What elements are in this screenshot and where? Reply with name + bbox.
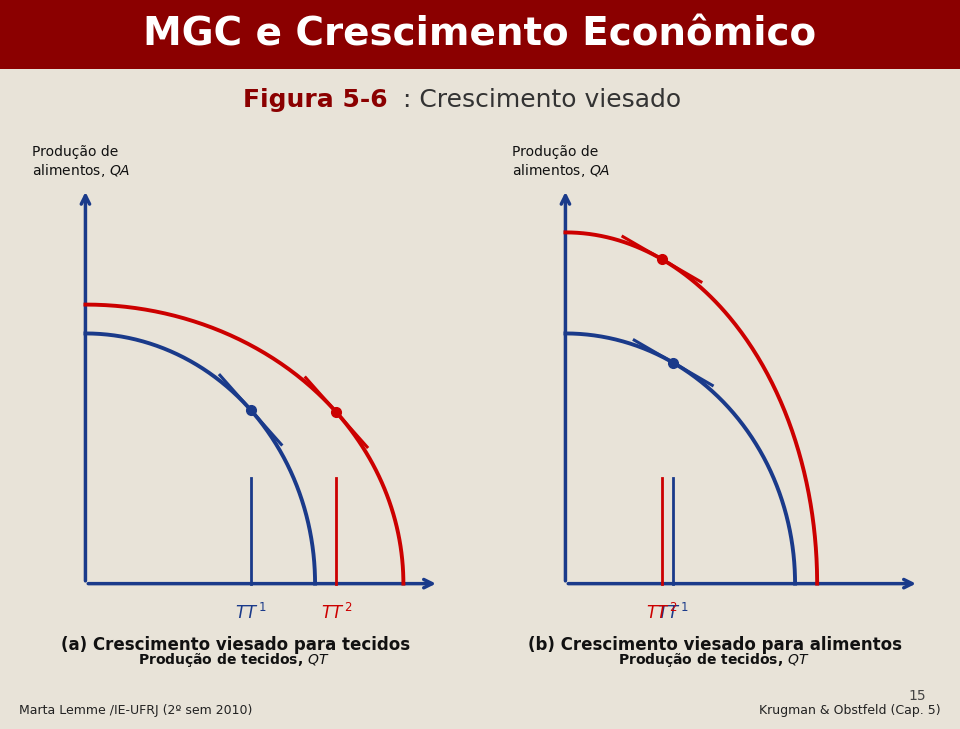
Text: $TT\,^1$: $TT\,^1$ bbox=[235, 603, 267, 623]
Text: Produção de
alimentos, $QA$: Produção de alimentos, $QA$ bbox=[513, 144, 611, 179]
Text: $TT\,^1$: $TT\,^1$ bbox=[658, 603, 689, 623]
Text: Produção de
alimentos, $QA$: Produção de alimentos, $QA$ bbox=[33, 144, 131, 179]
Text: (b) Crescimento viesado para alimentos: (b) Crescimento viesado para alimentos bbox=[528, 636, 902, 654]
Text: $TT\,^2$: $TT\,^2$ bbox=[321, 603, 352, 623]
Text: Marta Lemme /IE-UFRJ (2º sem 2010): Marta Lemme /IE-UFRJ (2º sem 2010) bbox=[19, 704, 252, 717]
Text: MGC e Crescimento Econômico: MGC e Crescimento Econômico bbox=[143, 15, 817, 54]
Text: : Crescimento viesado: : Crescimento viesado bbox=[403, 88, 682, 112]
Text: Produção de tecidos, $QT$: Produção de tecidos, $QT$ bbox=[618, 651, 809, 669]
Text: (a) Crescimento viesado para tecidos: (a) Crescimento viesado para tecidos bbox=[60, 636, 410, 654]
Text: Krugman & Obstfeld (Cap. 5): Krugman & Obstfeld (Cap. 5) bbox=[759, 704, 941, 717]
Text: $TT\,^2$: $TT\,^2$ bbox=[646, 603, 678, 623]
Text: Figura 5-6: Figura 5-6 bbox=[243, 88, 388, 112]
Text: 15: 15 bbox=[909, 689, 926, 703]
Text: Produção de tecidos, $QT$: Produção de tecidos, $QT$ bbox=[138, 651, 329, 669]
